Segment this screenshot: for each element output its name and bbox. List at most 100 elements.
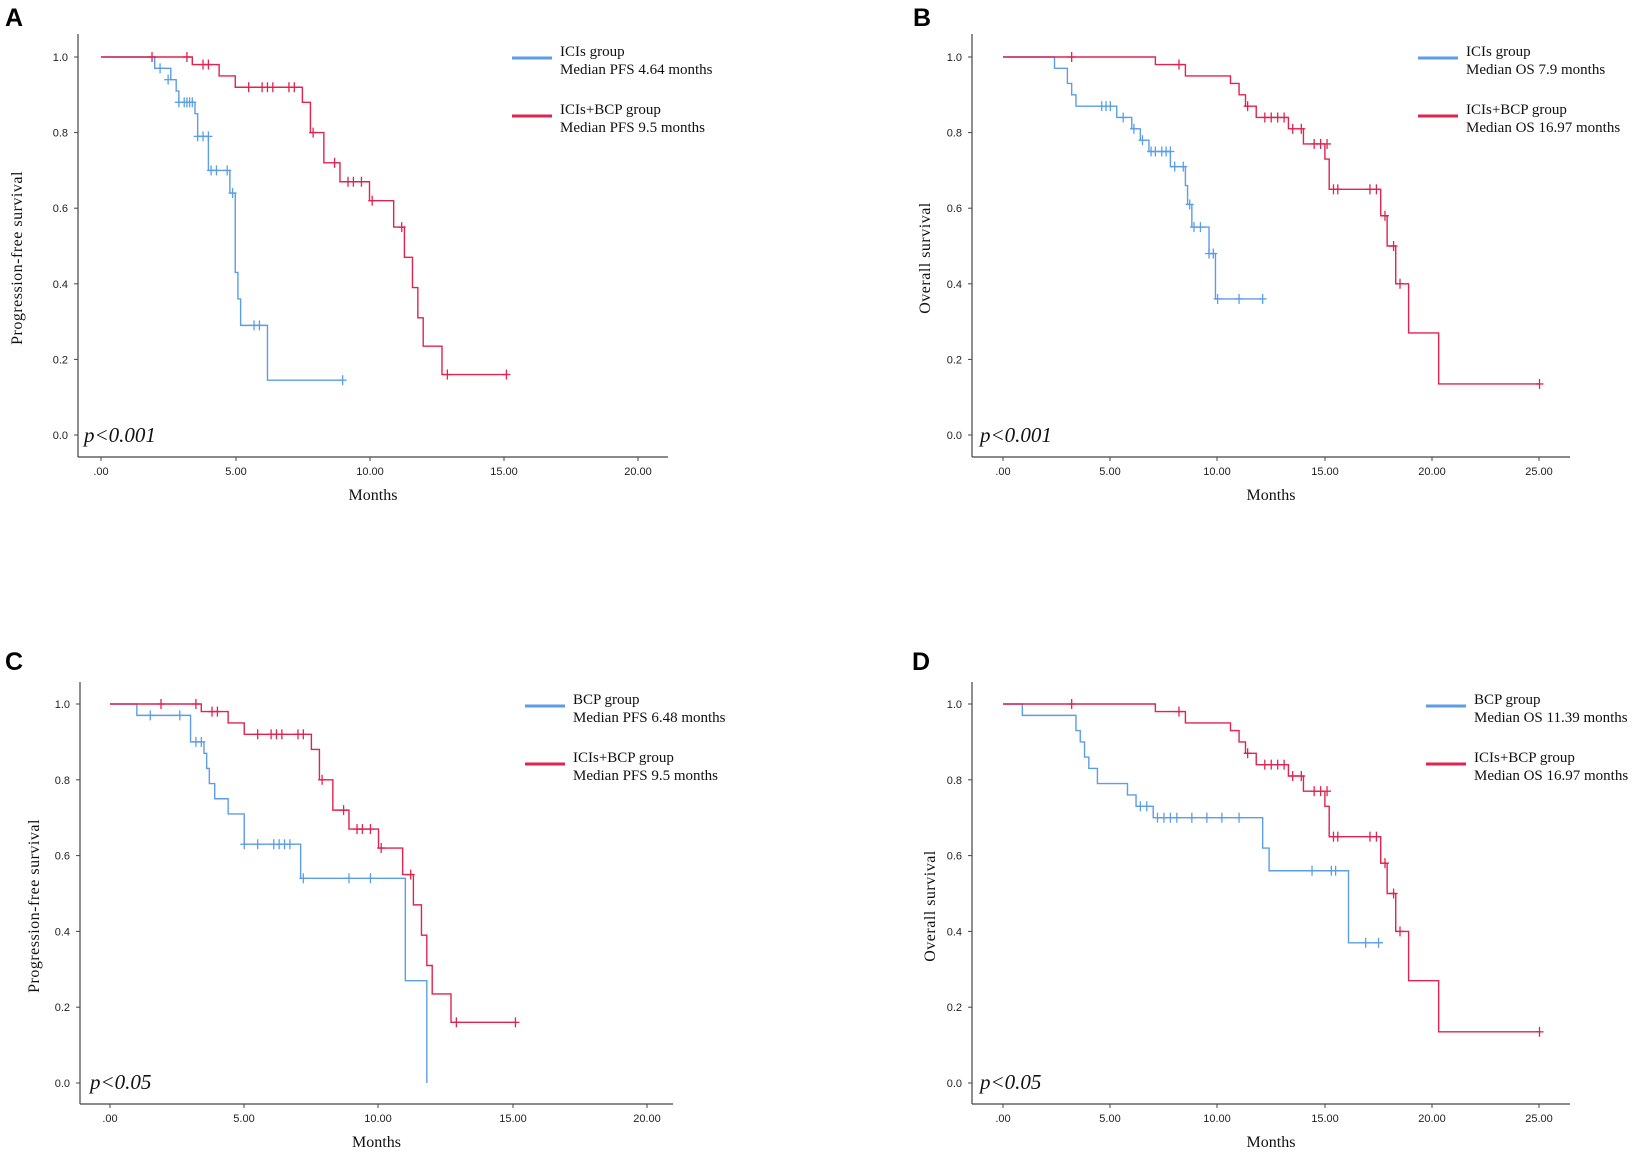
censor-mark bbox=[1389, 241, 1398, 251]
censor-mark bbox=[1209, 248, 1218, 259]
censor-mark bbox=[1243, 748, 1252, 759]
x-axis-title: Months bbox=[1247, 487, 1296, 504]
censor-mark bbox=[1288, 771, 1297, 782]
y-tick-label: 0.0 bbox=[55, 1078, 70, 1090]
censor-mark bbox=[502, 369, 511, 380]
km-step-line bbox=[1003, 703, 1383, 944]
km-step-line bbox=[110, 703, 516, 1024]
y-tick-label: 0.6 bbox=[947, 851, 962, 863]
x-tick-label: 25.00 bbox=[1525, 466, 1553, 478]
censor-mark bbox=[366, 824, 375, 835]
censor-mark bbox=[1185, 199, 1194, 210]
censor-mark bbox=[268, 82, 277, 93]
x-tick-label: 20.00 bbox=[1418, 1113, 1446, 1125]
legend-median: Median PFS 9.5 months bbox=[573, 768, 718, 784]
x-tick-label: 15.00 bbox=[499, 1113, 527, 1125]
panel-c: C 0.0 0.2 0.4 0.6 0.8 1.0 .00 5.00 10.00 15.00 20.0… bbox=[5, 648, 726, 1151]
censor-mark bbox=[1174, 59, 1183, 70]
censor-mark bbox=[191, 699, 200, 709]
censor-mark bbox=[212, 165, 221, 176]
censor-mark bbox=[358, 824, 367, 835]
y-axis-title: Progression-free survival bbox=[26, 819, 43, 993]
censor-mark bbox=[204, 131, 213, 142]
x-tick-label: 15.00 bbox=[1311, 466, 1339, 478]
censor-mark bbox=[253, 839, 262, 850]
x-tick-label: 20.00 bbox=[624, 466, 652, 478]
series-control bbox=[110, 703, 428, 1083]
y-tick-label: 0.2 bbox=[947, 1002, 962, 1014]
p-value-annotation: p<0.001 bbox=[978, 423, 1052, 447]
censor-mark bbox=[255, 320, 264, 331]
x-tick-label: 5.00 bbox=[233, 1113, 254, 1125]
legend-series-name: BCP group bbox=[1474, 692, 1541, 708]
censor-mark bbox=[1380, 210, 1389, 221]
x-tick-label: 10.00 bbox=[1203, 466, 1231, 478]
censor-mark bbox=[1297, 123, 1306, 134]
km-step-line bbox=[1003, 703, 1540, 1033]
x-tick-label: 10.00 bbox=[364, 1113, 392, 1125]
censor-mark bbox=[164, 74, 173, 85]
panel-label: A bbox=[5, 4, 23, 32]
censor-mark bbox=[1213, 293, 1222, 304]
x-tick-label: 20.00 bbox=[633, 1113, 661, 1125]
x-tick-label: 20.00 bbox=[1418, 466, 1446, 478]
panel-label: B bbox=[913, 4, 931, 32]
x-axis-title: Months bbox=[352, 1134, 401, 1151]
censor-mark bbox=[285, 839, 294, 850]
x-tick-label: 25.00 bbox=[1525, 1113, 1553, 1125]
legend-series-name: ICIs+BCP group bbox=[1466, 102, 1567, 118]
censor-mark bbox=[344, 873, 353, 884]
legend-series-name: ICIs+BCP group bbox=[560, 102, 661, 118]
censor-mark bbox=[1323, 786, 1332, 797]
y-tick-label: 0.2 bbox=[53, 354, 68, 366]
y-tick-label: 0.8 bbox=[53, 128, 68, 140]
y-tick-label: 0.4 bbox=[53, 279, 68, 291]
x-tick-label: 10.00 bbox=[356, 466, 384, 478]
censor-mark bbox=[1235, 812, 1244, 823]
censor-mark bbox=[1333, 831, 1342, 842]
y-tick-label: 1.0 bbox=[947, 699, 962, 711]
x-tick-label: 5.00 bbox=[225, 466, 246, 478]
censor-mark bbox=[397, 222, 406, 233]
y-tick-label: 0.0 bbox=[947, 1078, 962, 1090]
y-tick-label: 0.0 bbox=[947, 430, 962, 442]
panel-b: B 0.0 0.2 0.4 0.6 0.8 1.0 .00 5.00 10.00 15.00 20.0… bbox=[913, 4, 1620, 504]
legend-median: Median PFS 4.64 months bbox=[560, 62, 713, 78]
censor-mark bbox=[1166, 146, 1175, 157]
censor-mark bbox=[156, 63, 165, 74]
y-tick-label: 0.8 bbox=[947, 775, 962, 787]
censor-mark bbox=[197, 736, 206, 747]
censor-mark bbox=[1170, 161, 1179, 172]
y-tick-label: 0.8 bbox=[55, 775, 70, 787]
legend-series-name: ICIs+BCP group bbox=[573, 750, 674, 766]
censor-mark bbox=[1331, 865, 1340, 876]
censor-mark bbox=[452, 1017, 461, 1028]
km-step-line bbox=[1003, 56, 1540, 385]
censor-mark bbox=[1280, 112, 1289, 123]
censor-mark bbox=[253, 729, 262, 740]
censor-mark bbox=[443, 369, 452, 380]
censor-mark bbox=[1323, 138, 1332, 149]
censor-mark bbox=[1308, 865, 1317, 876]
censor-mark bbox=[1535, 1026, 1544, 1037]
censor-mark bbox=[368, 195, 377, 206]
x-tick-label: 15.00 bbox=[490, 466, 518, 478]
censor-mark bbox=[339, 805, 348, 816]
p-value-annotation: p<0.001 bbox=[82, 423, 156, 447]
censor-mark bbox=[223, 165, 232, 176]
censor-mark bbox=[1067, 699, 1076, 709]
censor-mark bbox=[366, 873, 375, 884]
legend-series-name: ICIs group bbox=[1466, 44, 1531, 60]
censor-mark bbox=[175, 710, 184, 721]
censor-mark bbox=[1258, 293, 1267, 304]
y-tick-label: 0.6 bbox=[53, 203, 68, 215]
censor-mark bbox=[377, 843, 386, 854]
legend-median: Median PFS 9.5 months bbox=[560, 120, 705, 136]
p-value-annotation: p<0.05 bbox=[978, 1070, 1041, 1094]
censor-mark bbox=[213, 706, 222, 717]
y-tick-label: 0.6 bbox=[55, 851, 70, 863]
censor-mark bbox=[1535, 378, 1544, 389]
panel-d: D 0.0 0.2 0.4 0.6 0.8 1.0 .00 5.00 10.00 15.00 20.0… bbox=[912, 648, 1628, 1151]
censor-mark bbox=[1374, 937, 1383, 948]
